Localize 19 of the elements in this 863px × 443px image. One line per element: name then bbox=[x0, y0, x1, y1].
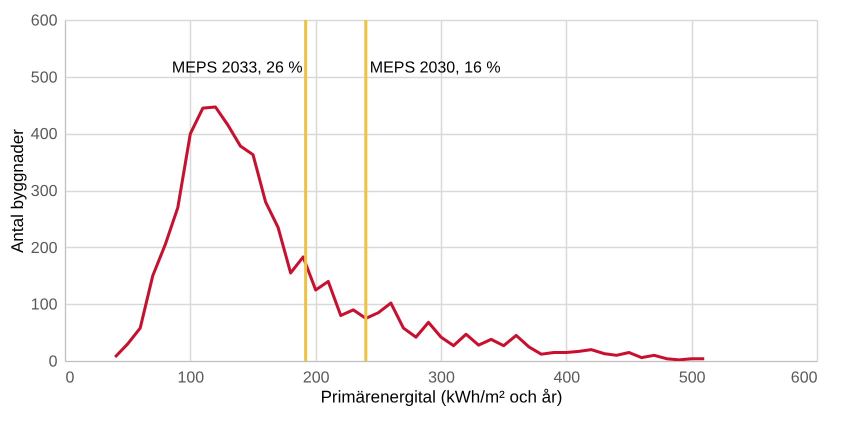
y-tick-label: 600 bbox=[30, 12, 58, 30]
y-tick-label: 400 bbox=[30, 126, 58, 144]
x-tick-label: 300 bbox=[428, 370, 455, 386]
y-tick-label: 100 bbox=[30, 296, 58, 314]
ref-line-label: MEPS 2030, 16 % bbox=[370, 60, 501, 77]
ref-line-label: MEPS 2033, 26 % bbox=[172, 60, 303, 77]
x-axis-title: Primärenergital (kWh/m² och år) bbox=[320, 388, 562, 406]
x-tick-label: 600 bbox=[790, 370, 818, 386]
x-tick-label: 200 bbox=[302, 370, 330, 386]
y-tick-label: 500 bbox=[30, 69, 58, 86]
line-series bbox=[114, 105, 706, 361]
x-tick-label: 0 bbox=[66, 370, 74, 386]
x-tick-label: 400 bbox=[553, 370, 580, 386]
y-tick-label: 300 bbox=[30, 183, 58, 200]
x-tick-label: 100 bbox=[177, 370, 204, 386]
y-tick-label: 200 bbox=[30, 240, 58, 257]
x-tick-label: 500 bbox=[678, 370, 706, 386]
y-axis-title: Antal byggnader bbox=[8, 128, 27, 253]
y-tick-label: 0 bbox=[48, 354, 58, 370]
